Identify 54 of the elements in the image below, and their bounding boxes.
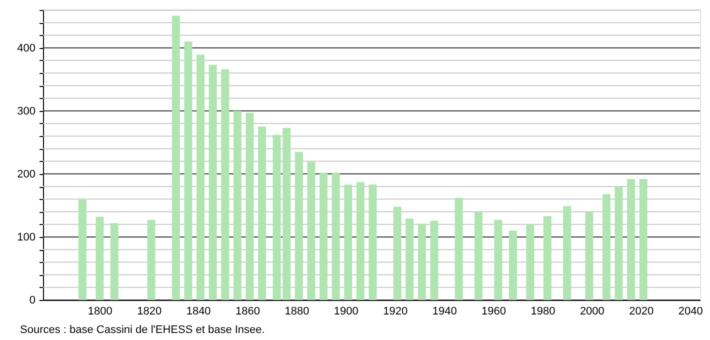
x-tick-label: 1940 bbox=[432, 306, 457, 318]
bar bbox=[474, 212, 483, 300]
x-tick-label: 1960 bbox=[482, 306, 506, 318]
bar bbox=[368, 184, 377, 300]
bar bbox=[627, 178, 636, 300]
x-tick-label: 1800 bbox=[88, 306, 112, 318]
y-tick-label: 400 bbox=[17, 42, 36, 54]
x-tick-label: 1840 bbox=[186, 306, 211, 318]
x-tick-label: 1820 bbox=[137, 306, 162, 318]
y-tick-label: 300 bbox=[17, 105, 36, 118]
x-tick-label: 1920 bbox=[383, 306, 408, 318]
y-tick-label: 100 bbox=[17, 231, 36, 244]
bar bbox=[184, 42, 192, 300]
y-tick-label: 0 bbox=[29, 294, 36, 306]
bar bbox=[246, 112, 254, 300]
bar bbox=[307, 162, 316, 300]
bar bbox=[526, 224, 534, 300]
bar bbox=[320, 172, 328, 300]
bar bbox=[508, 230, 517, 300]
bar bbox=[563, 206, 572, 300]
bar bbox=[406, 218, 414, 300]
bar bbox=[418, 224, 426, 300]
bar bbox=[356, 182, 364, 300]
x-tick-label: 1980 bbox=[530, 306, 556, 318]
bar bbox=[614, 187, 623, 300]
x-tick-label: 2040 bbox=[678, 306, 703, 318]
bar bbox=[494, 220, 502, 300]
bar bbox=[585, 212, 594, 300]
bar bbox=[454, 198, 463, 300]
x-tick-label: 1880 bbox=[284, 306, 310, 318]
bar bbox=[221, 69, 230, 300]
source-note: Sources : base Cassini de l'EHESS et base Insee. bbox=[20, 324, 265, 336]
bar bbox=[110, 223, 118, 300]
bar bbox=[147, 220, 156, 300]
bar bbox=[233, 110, 242, 300]
bar bbox=[543, 216, 552, 300]
bar bbox=[172, 16, 180, 300]
bar bbox=[96, 216, 104, 300]
bar bbox=[196, 54, 205, 300]
bar bbox=[430, 220, 438, 300]
bar bbox=[208, 64, 217, 300]
bar bbox=[393, 206, 402, 300]
bar bbox=[639, 178, 648, 300]
bar bbox=[602, 194, 610, 300]
bar bbox=[294, 152, 303, 300]
bar bbox=[258, 126, 266, 300]
bar bbox=[344, 184, 352, 300]
x-tick-label: 2000 bbox=[580, 306, 604, 318]
bar bbox=[78, 200, 86, 300]
x-tick-label: 1900 bbox=[334, 306, 358, 318]
bar bbox=[332, 172, 340, 300]
x-tick-label: 1860 bbox=[236, 306, 260, 318]
x-tick-label: 2020 bbox=[629, 306, 654, 318]
y-tick-label: 200 bbox=[17, 168, 36, 180]
